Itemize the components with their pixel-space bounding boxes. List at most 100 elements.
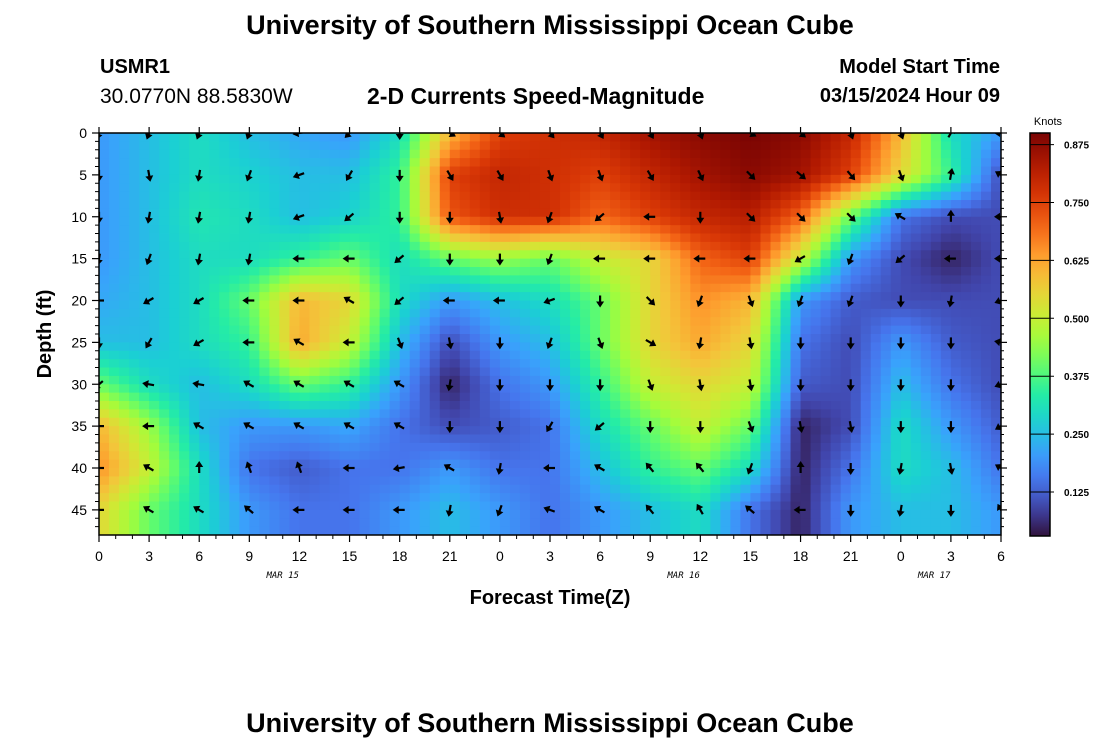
- heatmap-cell: [780, 317, 792, 327]
- heatmap-cell: [710, 342, 721, 352]
- heatmap-cell: [550, 426, 561, 436]
- heatmap-cell: [509, 292, 521, 302]
- direction-arrow: [545, 211, 554, 224]
- heatmap-cell: [670, 183, 681, 193]
- heatmap-cell: [259, 334, 270, 343]
- heatmap-cell: [449, 493, 461, 503]
- heatmap-cell: [529, 267, 541, 276]
- date-label: MAR 15: [265, 571, 299, 581]
- heatmap-cell: [670, 200, 681, 209]
- heatmap-cell: [550, 451, 561, 461]
- heatmap-cell: [129, 158, 140, 168]
- heatmap-cell: [980, 442, 992, 452]
- heatmap-cell: [269, 476, 280, 486]
- heatmap-cell: [439, 342, 451, 352]
- heatmap-cell: [740, 317, 752, 327]
- heatmap-cell: [600, 493, 611, 503]
- heatmap-cell: [259, 459, 270, 469]
- heatmap-cell: [479, 392, 491, 402]
- heatmap-cell: [880, 225, 892, 235]
- heatmap-cell: [279, 459, 291, 469]
- heatmap-cell: [880, 484, 892, 494]
- heatmap-cell: [509, 359, 521, 369]
- heatmap-cell: [890, 149, 902, 159]
- heatmap-cell: [269, 283, 280, 293]
- heatmap-cell: [169, 325, 180, 335]
- heatmap-cell: [359, 501, 371, 511]
- heatmap-cell: [670, 493, 681, 503]
- heatmap-cell: [139, 426, 150, 436]
- heatmap-cell: [419, 166, 431, 176]
- heatmap-cell: [820, 308, 832, 318]
- heatmap-cell: [479, 317, 491, 327]
- heatmap-cell: [279, 509, 291, 519]
- heatmap-cell: [850, 476, 862, 486]
- heatmap-cell: [279, 275, 291, 285]
- heatmap-cell: [750, 359, 762, 369]
- heatmap-cell: [750, 367, 762, 377]
- heatmap-cell: [780, 375, 792, 385]
- heatmap-cell: [429, 300, 441, 310]
- heatmap-cell: [670, 359, 681, 369]
- heatmap-cell: [620, 267, 631, 276]
- heatmap-cell: [770, 174, 782, 184]
- heatmap-cell: [820, 459, 832, 469]
- heatmap-cell: [830, 350, 842, 360]
- heatmap-cell: [349, 216, 361, 226]
- heatmap-cell: [199, 334, 210, 343]
- heatmap-cell: [489, 367, 501, 377]
- heatmap-cell: [309, 409, 321, 419]
- heatmap-cell: [670, 392, 681, 402]
- heatmap-cell: [980, 350, 992, 360]
- heatmap-cell: [800, 191, 812, 201]
- heatmap-cell: [239, 275, 250, 285]
- heatmap-cell: [840, 166, 852, 176]
- heatmap-cell: [469, 484, 481, 494]
- heatmap-cell: [610, 141, 621, 151]
- direction-arrow: [342, 505, 355, 514]
- heatmap-cell: [209, 141, 220, 151]
- heatmap-cell: [910, 191, 922, 201]
- heatmap-cell: [860, 308, 872, 318]
- heatmap-cell: [730, 200, 742, 209]
- heatmap-cell: [129, 417, 140, 427]
- heatmap-cell: [409, 342, 421, 352]
- heatmap-cell: [700, 417, 711, 427]
- heatmap-cell: [850, 442, 862, 452]
- heatmap-cell: [590, 166, 601, 176]
- heatmap-cell: [670, 434, 681, 444]
- heatmap-cell: [539, 158, 551, 168]
- heatmap-cell: [129, 267, 140, 276]
- heatmap-cell: [459, 149, 471, 159]
- heatmap-cell: [790, 375, 802, 385]
- heatmap-cell: [710, 359, 721, 369]
- heatmap-cell: [710, 401, 721, 410]
- heatmap-cell: [379, 334, 391, 343]
- heatmap-cell: [840, 526, 852, 535]
- heatmap-cell: [900, 300, 912, 310]
- heatmap-cell: [309, 158, 321, 168]
- heatmap-cell: [319, 183, 331, 193]
- heatmap-cell: [289, 468, 301, 477]
- heatmap-cell: [730, 401, 742, 410]
- heatmap-cell: [149, 342, 160, 352]
- heatmap-cell: [309, 275, 321, 285]
- heatmap-cell: [409, 216, 421, 226]
- heatmap-cell: [139, 200, 150, 209]
- heatmap-cell: [710, 350, 721, 360]
- heatmap-cell: [640, 392, 651, 402]
- heatmap-cell: [790, 392, 802, 402]
- heatmap-cell: [169, 409, 180, 419]
- heatmap-cell: [519, 384, 531, 394]
- heatmap-cell: [399, 141, 411, 151]
- heatmap-cell: [99, 459, 110, 469]
- heatmap-cell: [980, 476, 992, 486]
- heatmap-cell: [149, 501, 160, 511]
- heatmap-cell: [259, 518, 270, 528]
- heatmap-cell: [359, 174, 371, 184]
- heatmap-cell: [349, 401, 361, 410]
- heatmap-cell: [499, 317, 511, 327]
- heatmap-cell: [339, 174, 351, 184]
- heatmap-cell: [970, 308, 982, 318]
- heatmap-cell: [800, 359, 812, 369]
